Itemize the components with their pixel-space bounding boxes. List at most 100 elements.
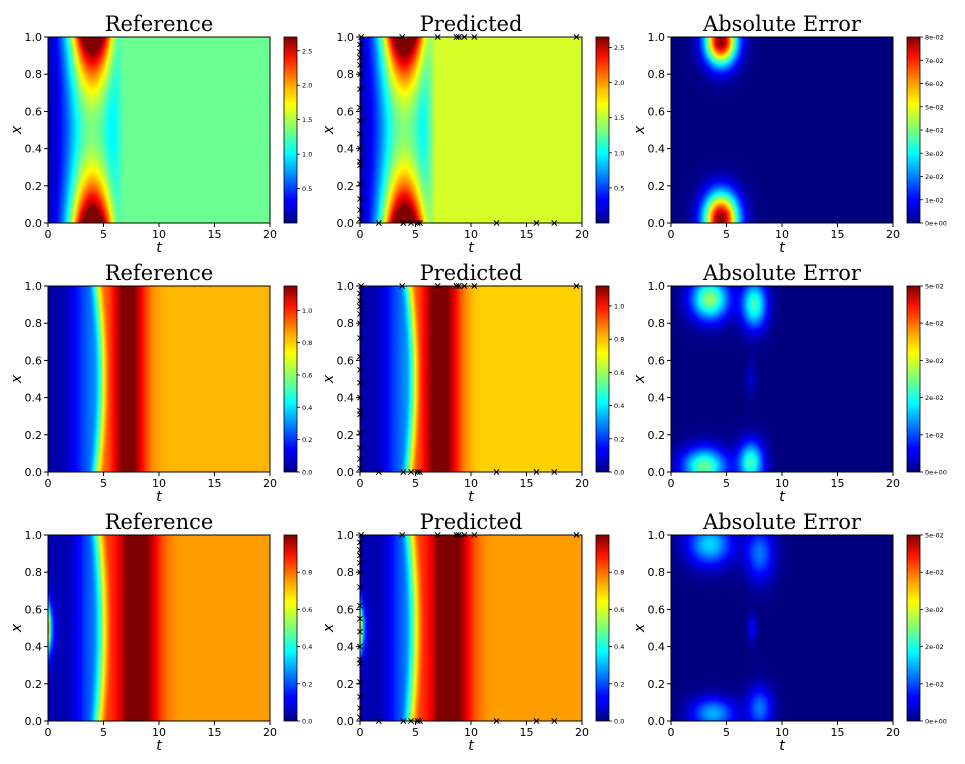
x-axis-label: t [156, 738, 162, 754]
collocation-marker [357, 465, 363, 472]
collocation-marker [357, 54, 363, 61]
y-tick-label: 0.6 [337, 354, 355, 367]
y-tick-label: 0.0 [648, 217, 666, 230]
colorbar-tick-label: 5e-02 [925, 283, 944, 291]
y-tick-label: 0.4 [648, 392, 666, 405]
y-tick-label: 0.2 [337, 678, 355, 691]
collocation-marker [471, 34, 478, 40]
y-tick-label: 0.4 [25, 392, 43, 405]
x-tick-label: 15 [208, 228, 222, 241]
panel-error-1: Absolute Error 0 5 10 15 20 0.0 0.2 0.4 0.6 0.8 1.0… [632, 261, 947, 505]
colorbar-tick-label: 0.0 [302, 718, 312, 726]
x-axis-label: t [779, 240, 785, 256]
y-tick-label: 0.6 [337, 603, 355, 616]
x-axis-label: t [468, 738, 474, 754]
panel-title: Reference [105, 510, 214, 534]
panel-reference-1: Reference 0 5 10 15 20 0.0 0.2 0.4 0.6 0.8 1.0 t x 0.0… [9, 261, 312, 505]
collocation-marker [493, 469, 500, 475]
x-axis-label: t [468, 240, 474, 256]
panel-title: Reference [105, 261, 214, 285]
x-tick-label: 15 [831, 228, 845, 241]
panel-title: Reference [105, 12, 214, 36]
y-tick-label: 0.2 [337, 429, 355, 442]
x-tick-label: 0 [668, 228, 675, 241]
x-tick-label: 10 [152, 477, 166, 490]
heatmap-image [48, 286, 270, 472]
colorbar-tick-label: 3e-02 [925, 357, 944, 365]
y-tick-label: 0.8 [25, 68, 43, 81]
collocation-marker [434, 34, 441, 40]
heatmap-image [360, 37, 582, 223]
x-tick-label: 15 [831, 726, 845, 739]
y-axis-label: x [632, 125, 648, 135]
collocation-marker [357, 195, 363, 202]
x-tick-label: 15 [208, 726, 222, 739]
x-tick-label: 20 [886, 726, 900, 739]
y-tick-label: 0.0 [25, 715, 43, 728]
colorbar-tick-label: 0.8 [614, 569, 624, 577]
collocation-marker [399, 34, 406, 40]
collocation-marker [493, 220, 500, 226]
x-tick-label: 0 [45, 477, 52, 490]
colorbar-tick-label: 1.0 [302, 151, 312, 159]
colorbar-tick-label: 7e-02 [925, 57, 944, 65]
x-tick-label: 10 [152, 228, 166, 241]
colorbar [595, 285, 610, 473]
colorbar-tick-label: 0.0 [614, 469, 624, 477]
colorbar-tick-label: 5e-02 [925, 532, 944, 540]
y-axis-label: x [321, 125, 337, 135]
y-axis-label: x [9, 623, 25, 633]
colorbar-tick-label: 0.4 [302, 404, 312, 412]
panel-error-0: Absolute Error 0 5 10 15 20 0.0 0.2 0.4 0.6 0.8 1.0… [632, 12, 947, 256]
y-tick-label: 0.0 [648, 715, 666, 728]
heatmap-image [671, 535, 893, 721]
collocation-marker [357, 130, 363, 137]
collocation-marker [357, 379, 363, 386]
colorbar-tick-label: 0.2 [614, 435, 624, 443]
colorbar-tick-label: 3e-02 [925, 606, 944, 614]
y-tick-label: 0.8 [648, 317, 666, 330]
colorbar-tick-label: 0e+00 [925, 469, 947, 477]
x-tick-label: 5 [723, 477, 730, 490]
y-axis-label: x [632, 623, 648, 633]
colorbar-tick-label: 4e-02 [925, 320, 944, 328]
x-tick-label: 0 [668, 477, 675, 490]
collocation-marker [551, 718, 558, 724]
y-tick-label: 1.0 [337, 280, 355, 293]
y-tick-label: 0.0 [337, 715, 355, 728]
y-tick-label: 0.6 [25, 603, 43, 616]
x-tick-label: 10 [775, 228, 789, 241]
collocation-marker [453, 532, 460, 538]
y-tick-label: 0.0 [25, 217, 43, 230]
collocation-marker [400, 718, 407, 724]
y-tick-label: 0.4 [337, 143, 355, 156]
colorbar-tick-label: 2e-02 [925, 394, 944, 402]
heatmap-image [48, 535, 270, 721]
y-axis-label: x [321, 374, 337, 384]
x-tick-label: 5 [723, 228, 730, 241]
panel-predicted-0: Predicted 0 5 10 15 20 0.0 0.2 0.4 0.6 0.8 1.0 t x 0.5… [321, 12, 624, 256]
colorbar-tick-label: 4e-02 [925, 127, 944, 135]
collocation-marker [453, 283, 460, 289]
x-tick-label: 15 [520, 726, 534, 739]
collocation-marker [357, 602, 363, 609]
collocation-marker [461, 283, 468, 289]
x-tick-label: 15 [208, 477, 222, 490]
colorbar-tick-label: 0.5 [302, 185, 312, 193]
heatmap-image [360, 535, 582, 721]
y-tick-label: 0.8 [648, 68, 666, 81]
collocation-marker [455, 283, 462, 289]
collocation-marker [400, 220, 407, 226]
panel-title: Predicted [420, 12, 523, 36]
collocation-marker [416, 220, 423, 226]
collocation-marker [357, 48, 363, 55]
collocation-marker [357, 660, 363, 667]
x-tick-label: 5 [100, 228, 107, 241]
collocation-marker [357, 456, 363, 462]
x-tick-label: 0 [45, 726, 52, 739]
panel-predicted-2: Predicted 0 5 10 15 20 0.0 0.2 0.4 0.6 0.8 1.0 t x 0.0… [321, 510, 624, 754]
colorbar-tick-label: 0.6 [614, 606, 624, 614]
heatmap-image [671, 286, 893, 472]
collocation-marker [357, 552, 363, 559]
collocation-marker [357, 584, 363, 591]
